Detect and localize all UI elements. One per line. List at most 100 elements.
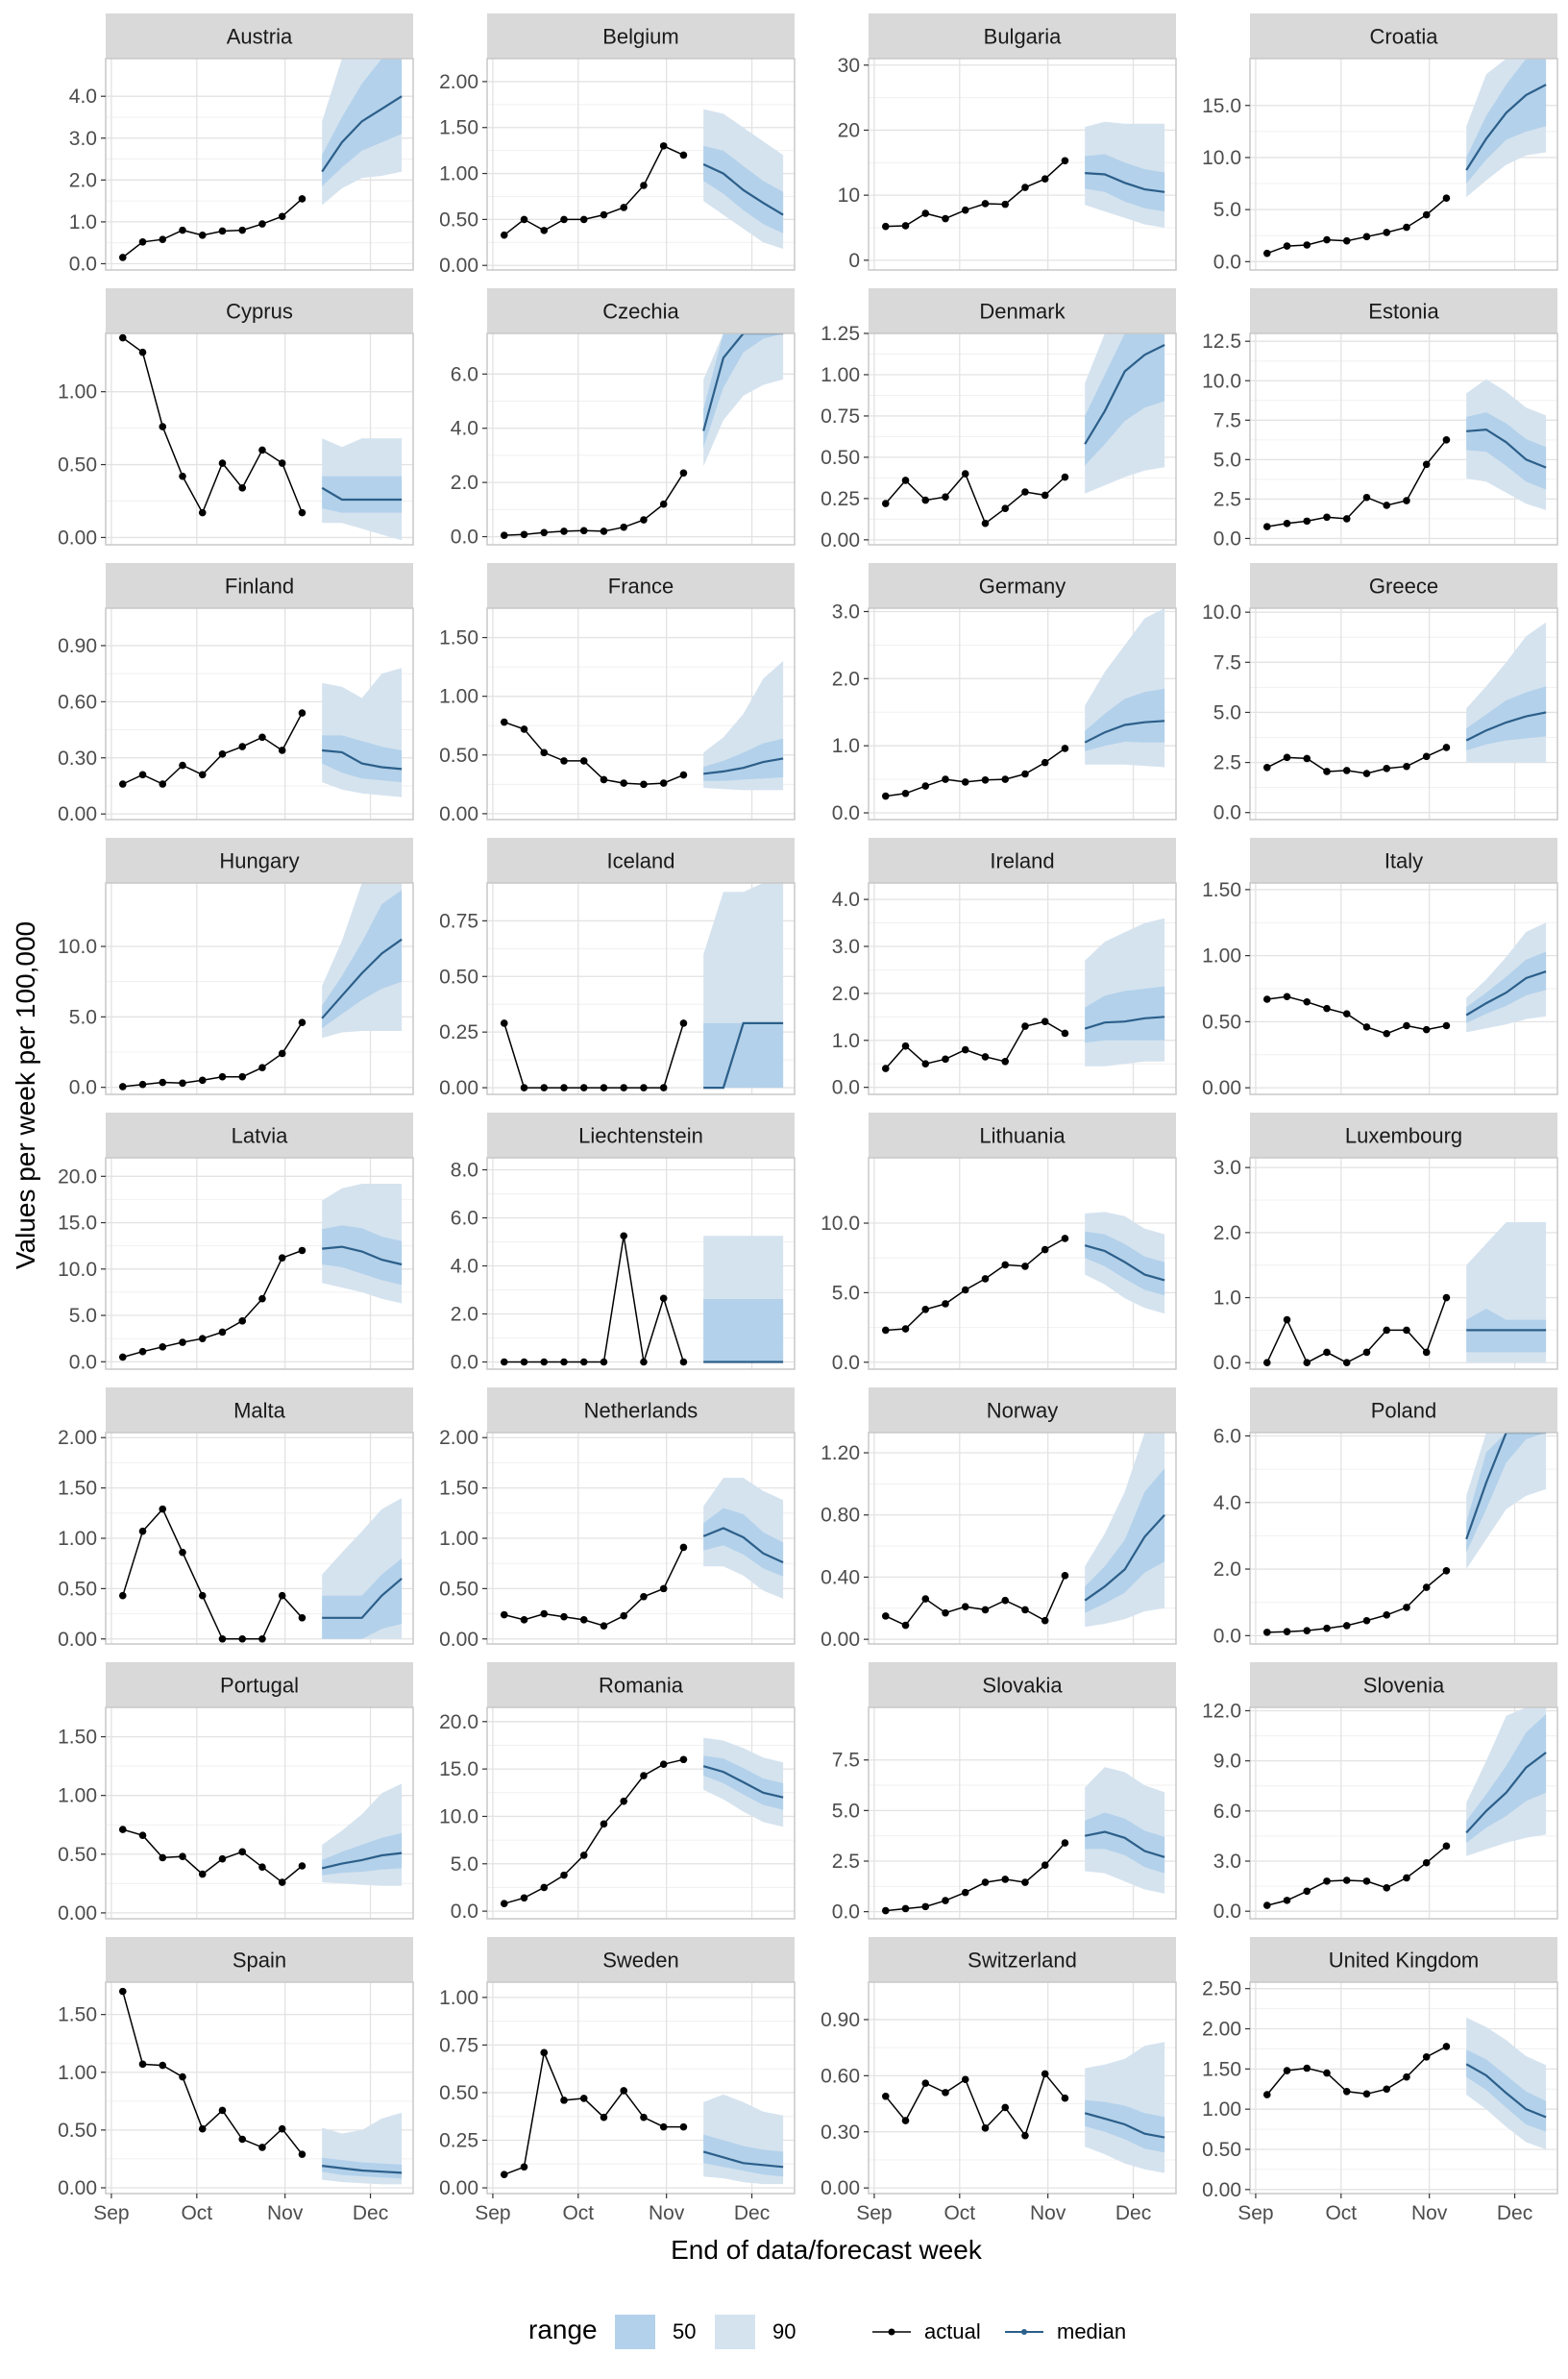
- actual-point: [981, 200, 990, 208]
- band-50: [322, 1225, 403, 1286]
- actual-point: [942, 1300, 949, 1308]
- actual-point: [238, 743, 247, 750]
- y-tick-label: 10.0: [821, 1213, 860, 1235]
- actual-point: [921, 1305, 930, 1313]
- actual-point: [1383, 2085, 1391, 2094]
- plot-data: [118, 333, 403, 541]
- y-tick-label: 4.0: [451, 418, 478, 440]
- median-line: [1466, 428, 1547, 469]
- actual-point: [1323, 235, 1331, 244]
- band-50: [1085, 688, 1165, 751]
- actual-point: [298, 508, 306, 517]
- actual-point: [620, 523, 628, 531]
- actual-point: [1422, 1583, 1431, 1591]
- actual-point: [1061, 1839, 1069, 1847]
- actual-point: [981, 1053, 990, 1061]
- actual-point: [118, 1083, 127, 1091]
- actual-point: [942, 1608, 949, 1617]
- facet-strip-label: Liechtenstein: [578, 1124, 703, 1148]
- actual-point: [138, 1527, 147, 1535]
- actual-point: [218, 1072, 227, 1081]
- panel-border: [868, 1432, 1177, 1645]
- actual-point: [1262, 523, 1271, 530]
- actual-point: [278, 1591, 286, 1600]
- actual-point: [540, 1883, 549, 1892]
- actual-point: [540, 227, 549, 234]
- actual-line: [503, 1547, 685, 1627]
- y-tick-label: 6.0: [1213, 1801, 1241, 1823]
- y-tick-label: 0.50: [58, 2120, 97, 2142]
- x-tick-label: Nov: [267, 2202, 304, 2224]
- actual-point: [942, 1055, 949, 1064]
- y-tick-label: 0.0: [1213, 251, 1241, 273]
- actual-point: [1403, 1326, 1410, 1335]
- actual-point: [500, 1358, 508, 1366]
- actual-point: [1362, 233, 1371, 241]
- actual-line: [503, 1758, 684, 1904]
- facet-strip-label: Germany: [979, 575, 1066, 599]
- plot-data: [881, 1212, 1165, 1335]
- y-tick-label: 1.50: [439, 117, 478, 139]
- y-tick-label: 0.50: [439, 208, 478, 231]
- band-50: [322, 735, 403, 783]
- actual-point: [138, 771, 147, 779]
- actual-point: [1323, 513, 1331, 522]
- y-tick-label: 2.0: [69, 169, 97, 191]
- y-tick-label: 1.00: [58, 2062, 97, 2084]
- panel-border: [486, 882, 796, 1095]
- actual-point: [942, 775, 949, 783]
- actual-point: [640, 1592, 648, 1601]
- actual-point: [1422, 1025, 1431, 1034]
- actual-point: [520, 2163, 528, 2171]
- median-line: [1084, 1244, 1165, 1282]
- plot-data: [118, 1987, 403, 2185]
- actual-point: [520, 530, 528, 539]
- actual-point: [278, 1254, 286, 1263]
- y-tick-label: 10.0: [1202, 601, 1241, 624]
- facet-panel-luxembourg: Luxembourg 0.0 1.0 2.0 3.0: [1213, 1113, 1558, 1374]
- gridlines: [487, 1433, 795, 1644]
- facet-strip-label: Iceland: [607, 849, 675, 873]
- actual-point: [1001, 504, 1010, 512]
- actual-point: [1041, 1018, 1049, 1026]
- actual-point: [921, 2079, 930, 2087]
- panel-border: [868, 332, 1177, 546]
- actual-point: [1061, 2094, 1069, 2102]
- facet-strip: [106, 838, 413, 883]
- y-tick-label: 0.0: [69, 1351, 97, 1373]
- plot-data: [881, 121, 1165, 231]
- actual-point: [1442, 744, 1451, 751]
- y-tick-label: 0.0: [451, 527, 478, 549]
- gridlines: [106, 1982, 413, 2194]
- plot-data: [1262, 1433, 1547, 1636]
- gridlines: [869, 1707, 1176, 1919]
- facet-strip-label: Cyprus: [226, 300, 293, 324]
- facet-strip-label: France: [608, 575, 674, 599]
- facet-strip-label: Greece: [1369, 575, 1438, 599]
- y-tick-label: 1.00: [821, 364, 860, 386]
- actual-point: [901, 2117, 910, 2124]
- actual-point: [1422, 1348, 1431, 1357]
- y-tick-label: 1.50: [58, 1478, 97, 1500]
- plot-data: [118, 59, 403, 261]
- median-line: [321, 938, 403, 1019]
- actual-point: [942, 1897, 949, 1904]
- band-50: [1085, 333, 1165, 466]
- facet-panel-cyprus: Cyprus 0.00 0.50 1.00: [58, 288, 414, 549]
- actual-point: [1442, 1293, 1451, 1302]
- actual-point: [1001, 1057, 1010, 1066]
- actual-point: [1303, 517, 1311, 526]
- median-line: [1085, 172, 1165, 193]
- actual-point: [218, 2106, 227, 2115]
- y-tick-label: 7.5: [832, 1750, 860, 1772]
- actual-point: [1283, 1315, 1291, 1324]
- y-tick-label: 3.0: [1213, 1851, 1241, 1873]
- actual-point: [198, 1870, 207, 1878]
- actual-point: [560, 1358, 568, 1366]
- y-tick-label: 5.0: [832, 1282, 860, 1304]
- median-line: [1084, 1016, 1165, 1030]
- panel-border: [1249, 882, 1558, 1095]
- y-tick-label: 6.0: [451, 1208, 478, 1230]
- plot-data: [1262, 2017, 1547, 2149]
- actual-point: [1323, 768, 1331, 775]
